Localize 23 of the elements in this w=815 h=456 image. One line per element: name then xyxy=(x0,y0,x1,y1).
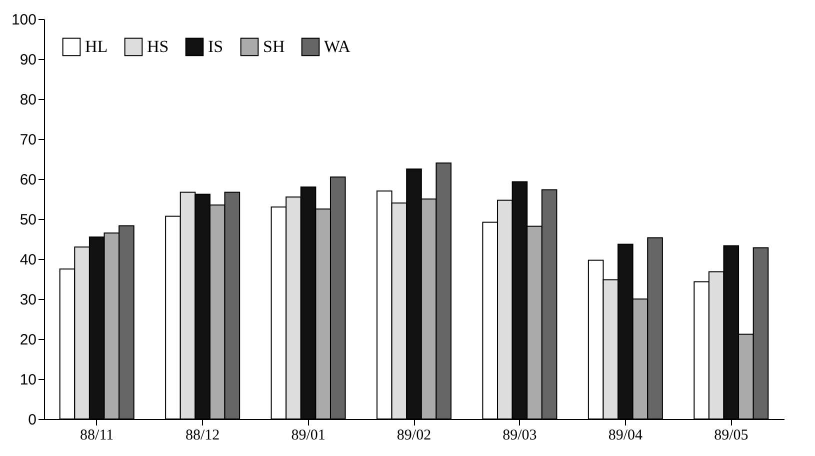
y-tick-label: 90 xyxy=(20,52,36,68)
x-tick-label: 89/04 xyxy=(608,428,644,444)
legend-label: HS xyxy=(147,36,169,56)
y-tick-label: 20 xyxy=(20,332,36,348)
x-tick-label: 89/01 xyxy=(291,428,326,444)
legend-label: WA xyxy=(324,36,352,56)
legend-label: SH xyxy=(263,36,285,56)
y-tick-label: 80 xyxy=(20,92,36,108)
y-tick-label: 70 xyxy=(20,132,36,148)
y-tick-label: 0 xyxy=(28,412,36,428)
y-tick-label: 10 xyxy=(20,372,36,388)
legend-label: IS xyxy=(208,36,224,56)
x-tick-label: 89/03 xyxy=(502,428,537,444)
y-tick-label: 100 xyxy=(11,12,36,28)
y-tick-label: 30 xyxy=(20,292,36,308)
y-tick-label: 40 xyxy=(20,252,36,268)
x-tick-label: 89/05 xyxy=(714,428,748,444)
x-tick-label: 88/11 xyxy=(80,428,114,444)
y-tick-label: 60 xyxy=(20,172,36,188)
x-tick-label: 88/12 xyxy=(185,428,220,444)
x-tick-label: 89/02 xyxy=(396,428,432,444)
legend-label: HL xyxy=(85,36,108,56)
y-tick-label: 50 xyxy=(20,212,36,228)
